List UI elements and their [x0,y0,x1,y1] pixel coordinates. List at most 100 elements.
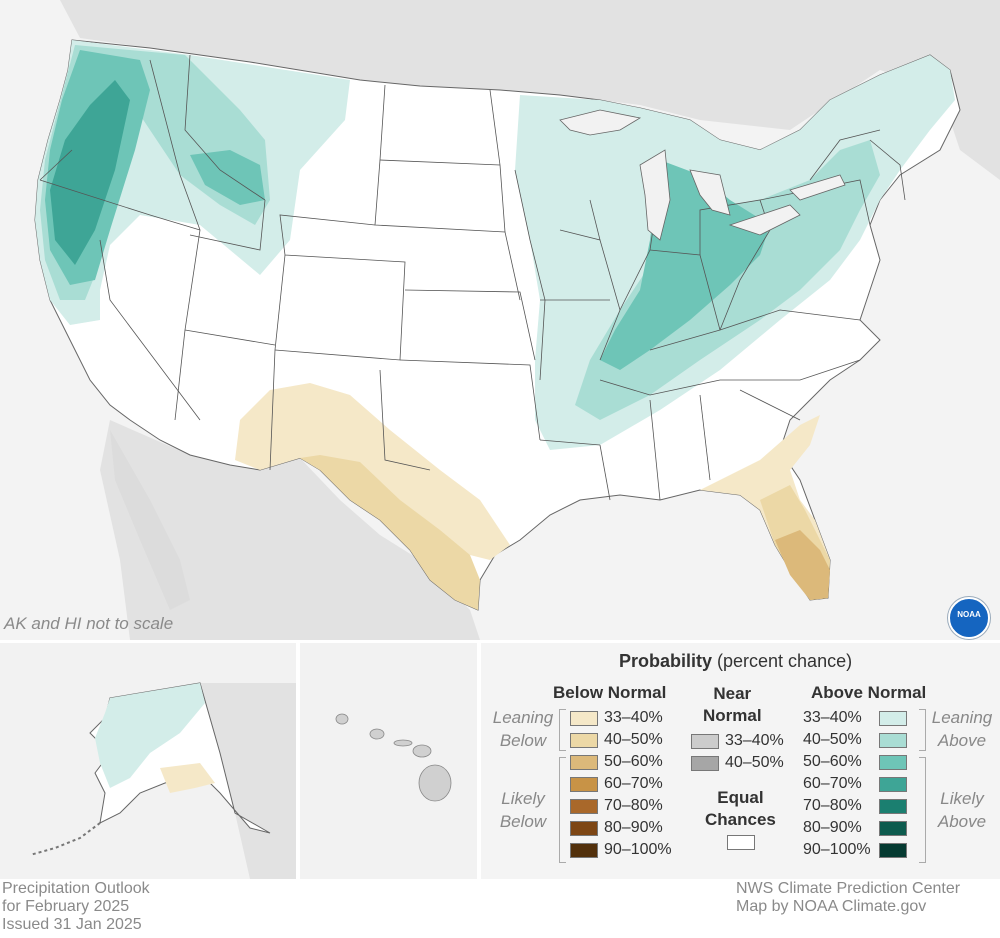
legend-label: 40–50% [604,731,663,748]
above-likely-line2: Above [937,812,987,831]
legend-title-rest: (percent chance) [712,651,853,671]
above-likely-bracket [919,757,926,863]
equal-chances-swatch [727,835,755,850]
legend-row: 40–50% [564,729,674,751]
below-leaning-label: Leaning Below [487,706,559,752]
below-tx-40 [300,455,480,610]
legend-swatch [879,776,907,792]
hawaii-island-maui [412,744,432,758]
legend-title-bold: Probability [619,651,713,671]
hawaii-island-kauai [335,713,349,725]
legend-label: 70–80% [604,797,663,814]
legend-swatch [879,710,907,726]
legend-swatch [879,842,907,858]
legend-row: 90–100% [564,839,674,861]
footer-credit-map: Map by NOAA Climate.gov [736,898,927,915]
above-pnw-60 [50,80,130,265]
below-likely-line2: Below [499,812,547,831]
legend-swatch [570,732,598,748]
legend-swatch [570,754,598,770]
above-leaning-label: Leaning Above [927,706,997,752]
legend-label: 33–40% [725,732,784,749]
legend-swatch [570,798,598,814]
legend-swatch [879,820,907,836]
legend-row: 33–40% [564,707,674,729]
canada-yukon [200,683,296,879]
legend-swatch [570,710,598,726]
hawaii-island-molokai [393,739,413,747]
legend-row: 70–80% [564,795,674,817]
near-normal-line1: Near [713,684,752,703]
legend-row: 50–60% [803,751,913,773]
below-leaning-line1: Leaning [492,708,554,727]
below-rows: 33–40% 40–50% 50–60% 60–70% 70–80% 80–90% 90–1… [564,707,674,861]
above-likely-label: Likely Above [927,787,997,833]
legend-row: 90–100% [803,839,913,861]
equal-chances-heading: Equal Chances [705,787,776,831]
above-leaning-line2: Above [937,731,987,750]
legend-row: 50–60% [564,751,674,773]
legend-label: 40–50% [803,731,862,748]
legend-row: 33–40% [803,707,913,729]
alaska-inset [0,643,296,879]
legend-row: 70–80% [803,795,913,817]
below-leaning-line2: Below [499,731,547,750]
footer-title: Precipitation Outlook [2,880,150,897]
legend-swatch [691,733,719,749]
state-borders [39,54,906,501]
legend-label: 80–90% [803,819,862,836]
legend-swatch [570,776,598,792]
above-likely-line1: Likely [940,789,984,808]
hawaii-inset [300,643,477,879]
legend-label: 33–40% [604,709,663,726]
legend-row: 80–90% [803,817,913,839]
mexico-land [100,420,480,640]
legend-label: 50–60% [803,753,862,770]
above-rows: 33–40% 40–50% 50–60% 60–70% 70–80% 80–90% 90–1… [803,707,913,861]
above-normal-heading: Above Normal [811,683,927,702]
above-idaho-50 [190,150,265,205]
noaa-logo-text: NOAA [957,610,981,619]
alaska-above-33 [95,683,205,788]
legend-row: 60–70% [803,773,913,795]
legend-swatch [879,732,907,748]
near-rows: 33–40% 40–50% [685,730,795,774]
aleutian-islands [29,822,101,856]
equal-chances-line2: Chances [705,810,776,829]
baja-land [110,430,190,610]
footer-left: Precipitation Outlook for February 2025 … [2,880,150,934]
legend-row: 33–40% [685,730,795,752]
canada-land [60,0,1000,180]
conus-map [0,0,1000,640]
legend-row: 80–90% [564,817,674,839]
footer-right: NWS Climate Prediction Center Map by NOA… [736,880,960,916]
hawaii-island-oahu [369,728,385,740]
legend-label: 40–50% [725,754,784,771]
below-leaning-bracket [559,709,566,751]
below-fl-50 [775,530,830,600]
legend-row: 40–50% [803,729,913,751]
below-normal-heading: Below Normal [553,683,667,702]
great-lakes [559,109,846,241]
legend-label: 90–100% [604,841,672,858]
legend-swatch [879,798,907,814]
legend-label: 50–60% [604,753,663,770]
legend-label: 33–40% [803,709,862,726]
legend-title: Probability (percent chance) [619,651,852,672]
legend-row: 40–50% [685,752,795,774]
legend-label: 90–100% [803,841,871,858]
near-normal-line2: Normal [703,706,762,725]
legend-label: 60–70% [604,775,663,792]
scale-note: AK and HI not to scale [4,614,174,633]
legend-swatch [879,754,907,770]
near-normal-heading: Near Normal [703,683,762,727]
legend-swatch [570,842,598,858]
legend: Probability (percent chance) Below Norma… [481,643,1000,879]
below-likely-line1: Likely [501,789,545,808]
legend-swatch [570,820,598,836]
noaa-logo: NOAA [948,597,990,639]
legend-swatch [691,755,719,771]
legend-label: 70–80% [803,797,862,814]
alaska-below-33 [160,763,215,793]
footer-issued: Issued 31 Jan 2025 [2,916,142,933]
